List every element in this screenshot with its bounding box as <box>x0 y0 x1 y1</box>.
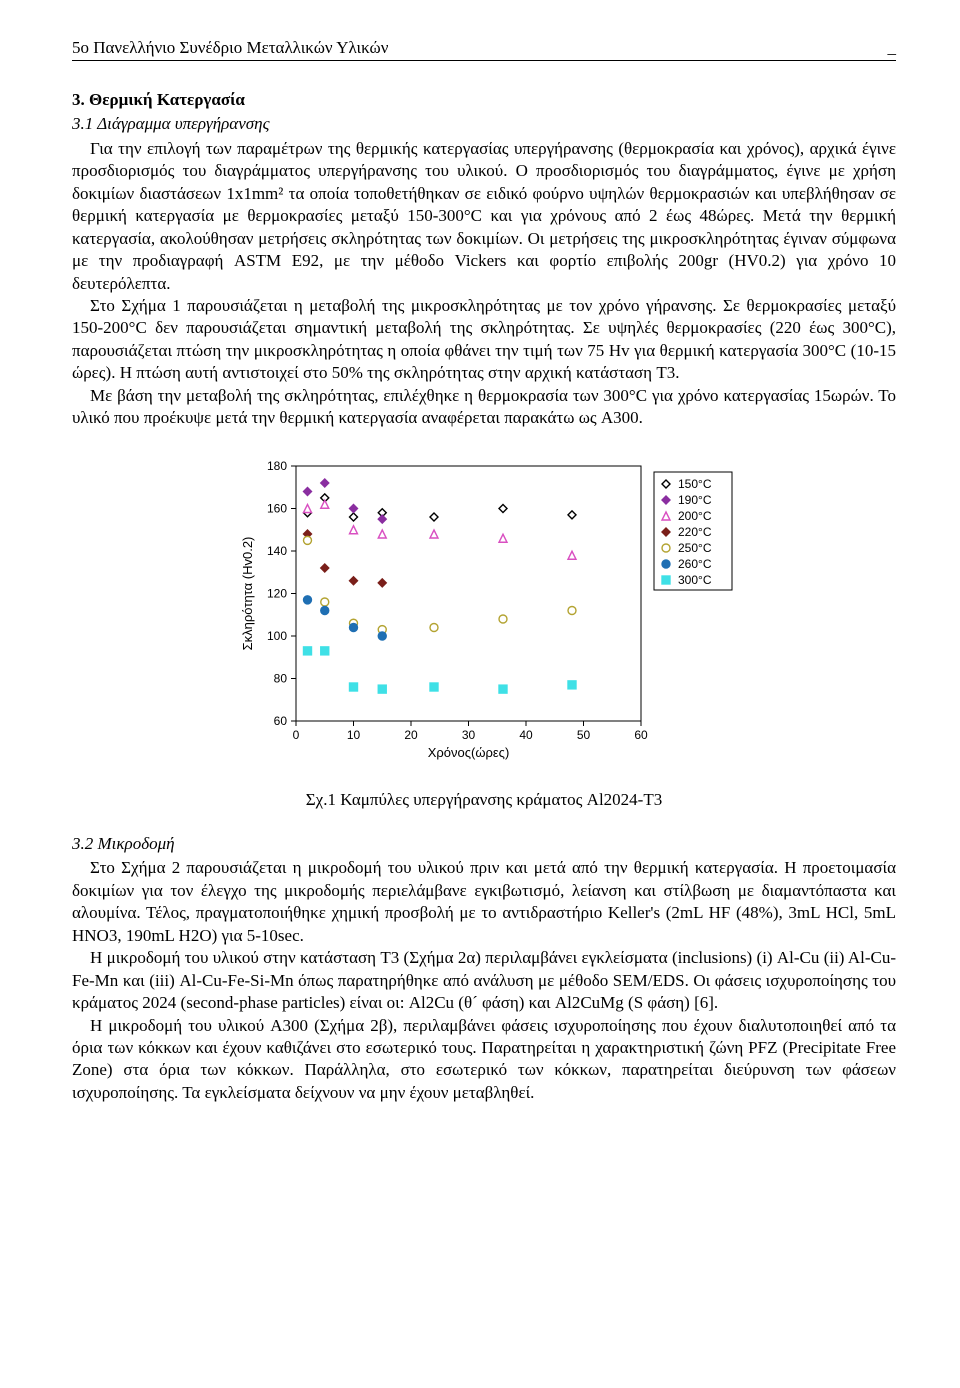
svg-text:250°C: 250°C <box>678 541 712 555</box>
svg-text:80: 80 <box>274 671 288 685</box>
svg-text:120: 120 <box>267 586 287 600</box>
svg-text:100: 100 <box>267 629 287 643</box>
svg-text:160: 160 <box>267 501 287 515</box>
paragraph-6: Η μικροδομή του υλικού A300 (Σχήμα 2β), … <box>72 1015 896 1105</box>
svg-text:0: 0 <box>293 728 300 742</box>
svg-text:20: 20 <box>404 728 418 742</box>
svg-text:30: 30 <box>462 728 476 742</box>
svg-text:10: 10 <box>347 728 361 742</box>
svg-text:140: 140 <box>267 544 287 558</box>
running-head-left: 5ο Πανελλήνιο Συνέδριο Μεταλλικών Υλικών <box>72 38 388 58</box>
subsection-3-1-title: 3.1 Διάγραμμα υπεργήρανσης <box>72 113 896 135</box>
section-title: 3. Θερμική Κατεργασία <box>72 89 896 111</box>
figure-1-caption: Σχ.1 Καμπύλες υπεργήρανσης κράματος Al20… <box>72 789 896 811</box>
svg-text:40: 40 <box>519 728 533 742</box>
header-rule <box>72 60 896 61</box>
svg-text:200°C: 200°C <box>678 509 712 523</box>
hardness-chart: 0 10 20 30 40 50 60 60 80 100 120 140 160 180 Χρόνος(ώ… <box>224 448 744 778</box>
svg-text:220°C: 220°C <box>678 525 712 539</box>
svg-text:Χρόνος(ώρες): Χρόνος(ώρες) <box>428 745 510 760</box>
subsection-3-2-title: 3.2 Μικροδομή <box>72 833 896 855</box>
svg-text:150°C: 150°C <box>678 477 712 491</box>
page: 5ο Πανελλήνιο Συνέδριο Μεταλλικών Υλικών… <box>0 0 960 1388</box>
paragraph-4: Στο Σχήμα 2 παρουσιάζεται η μικροδομή το… <box>72 857 896 947</box>
running-head-right: _ <box>888 38 897 58</box>
paragraph-2: Στο Σχήμα 1 παρουσιάζεται η μεταβολή της… <box>72 295 896 385</box>
svg-text:Σκληρότητα (Hv0.2): Σκληρότητα (Hv0.2) <box>240 536 255 650</box>
paragraph-5: Η μικροδομή του υλικού στην κατάσταση T3… <box>72 947 896 1014</box>
svg-text:180: 180 <box>267 459 287 473</box>
svg-text:190°C: 190°C <box>678 493 712 507</box>
svg-text:60: 60 <box>274 714 288 728</box>
svg-text:260°C: 260°C <box>678 557 712 571</box>
svg-text:50: 50 <box>577 728 591 742</box>
figure-1: 0 10 20 30 40 50 60 60 80 100 120 140 160 180 Χρόνος(ώ… <box>72 448 896 783</box>
paragraph-3: Με βάση την μεταβολή της σκληρότητας, επ… <box>72 385 896 430</box>
paragraph-1: Για την επιλογή των παραμέτρων της θερμι… <box>72 138 896 295</box>
svg-text:60: 60 <box>634 728 648 742</box>
running-head: 5ο Πανελλήνιο Συνέδριο Μεταλλικών Υλικών… <box>72 38 896 58</box>
svg-text:300°C: 300°C <box>678 573 712 587</box>
